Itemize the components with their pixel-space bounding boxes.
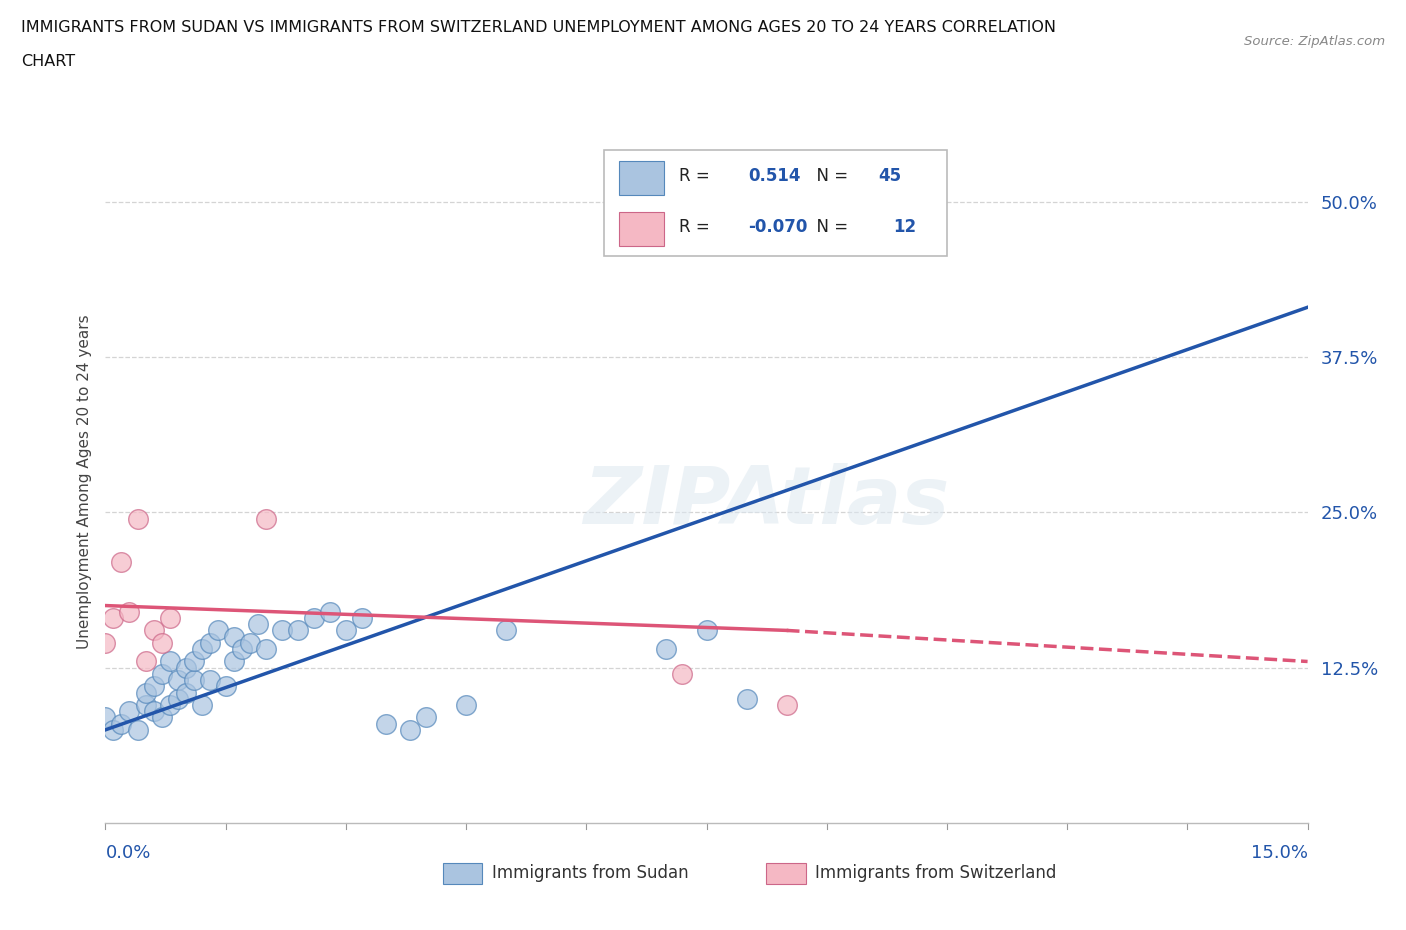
Text: ZIPAtlas: ZIPAtlas: [583, 463, 949, 540]
Point: [415, 710, 437, 724]
Text: 12: 12: [893, 218, 915, 236]
Point: [135, 654, 157, 669]
Text: 0.0%: 0.0%: [105, 844, 150, 862]
Point: [454, 698, 477, 712]
Point: [159, 611, 181, 626]
Point: [671, 667, 693, 682]
Text: 0.514: 0.514: [748, 166, 801, 185]
Point: [94, 635, 117, 650]
Point: [166, 691, 188, 706]
Point: [254, 642, 277, 657]
Point: [94, 710, 117, 724]
Point: [246, 617, 269, 631]
Point: [198, 635, 221, 650]
Text: 45: 45: [879, 166, 901, 185]
Point: [190, 642, 212, 657]
Point: [655, 642, 678, 657]
Point: [239, 635, 262, 650]
Point: [776, 698, 799, 712]
Text: R =: R =: [679, 166, 714, 185]
Point: [159, 654, 181, 669]
Y-axis label: Unemployment Among Ages 20 to 24 years: Unemployment Among Ages 20 to 24 years: [76, 314, 91, 648]
Point: [166, 672, 188, 687]
Point: [174, 660, 197, 675]
Point: [118, 704, 141, 719]
Point: [399, 723, 422, 737]
Point: [374, 716, 398, 731]
Point: [142, 679, 165, 694]
Point: [150, 635, 173, 650]
Text: Source: ZipAtlas.com: Source: ZipAtlas.com: [1244, 35, 1385, 48]
Point: [159, 698, 181, 712]
Point: [103, 611, 125, 626]
Point: [142, 623, 165, 638]
Point: [174, 685, 197, 700]
Point: [190, 698, 212, 712]
Point: [735, 691, 758, 706]
Point: [110, 716, 132, 731]
Point: [319, 604, 342, 619]
Point: [350, 611, 373, 626]
Point: [254, 512, 277, 526]
Point: [150, 710, 173, 724]
Point: [222, 630, 245, 644]
Point: [222, 654, 245, 669]
Text: -0.070: -0.070: [748, 218, 808, 236]
Point: [207, 623, 229, 638]
Text: N =: N =: [806, 218, 853, 236]
Point: [135, 685, 157, 700]
Point: [110, 554, 132, 569]
Text: Immigrants from Switzerland: Immigrants from Switzerland: [815, 864, 1057, 883]
Text: CHART: CHART: [21, 54, 75, 69]
FancyBboxPatch shape: [605, 150, 948, 256]
Text: IMMIGRANTS FROM SUDAN VS IMMIGRANTS FROM SWITZERLAND UNEMPLOYMENT AMONG AGES 20 : IMMIGRANTS FROM SUDAN VS IMMIGRANTS FROM…: [21, 20, 1056, 35]
Point: [198, 672, 221, 687]
Point: [127, 512, 149, 526]
Point: [495, 623, 517, 638]
Point: [183, 672, 205, 687]
Point: [127, 723, 149, 737]
Point: [696, 623, 718, 638]
Text: N =: N =: [806, 166, 853, 185]
Point: [183, 654, 205, 669]
Text: Immigrants from Sudan: Immigrants from Sudan: [492, 864, 689, 883]
Point: [135, 698, 157, 712]
Text: 15.0%: 15.0%: [1250, 844, 1308, 862]
Point: [118, 604, 141, 619]
FancyBboxPatch shape: [619, 161, 665, 194]
Point: [270, 623, 292, 638]
Point: [214, 679, 236, 694]
Point: [287, 623, 309, 638]
Point: [103, 723, 125, 737]
Point: [302, 611, 325, 626]
Text: R =: R =: [679, 218, 714, 236]
Point: [335, 623, 357, 638]
FancyBboxPatch shape: [619, 212, 665, 246]
Point: [150, 667, 173, 682]
Point: [142, 704, 165, 719]
Point: [231, 642, 253, 657]
